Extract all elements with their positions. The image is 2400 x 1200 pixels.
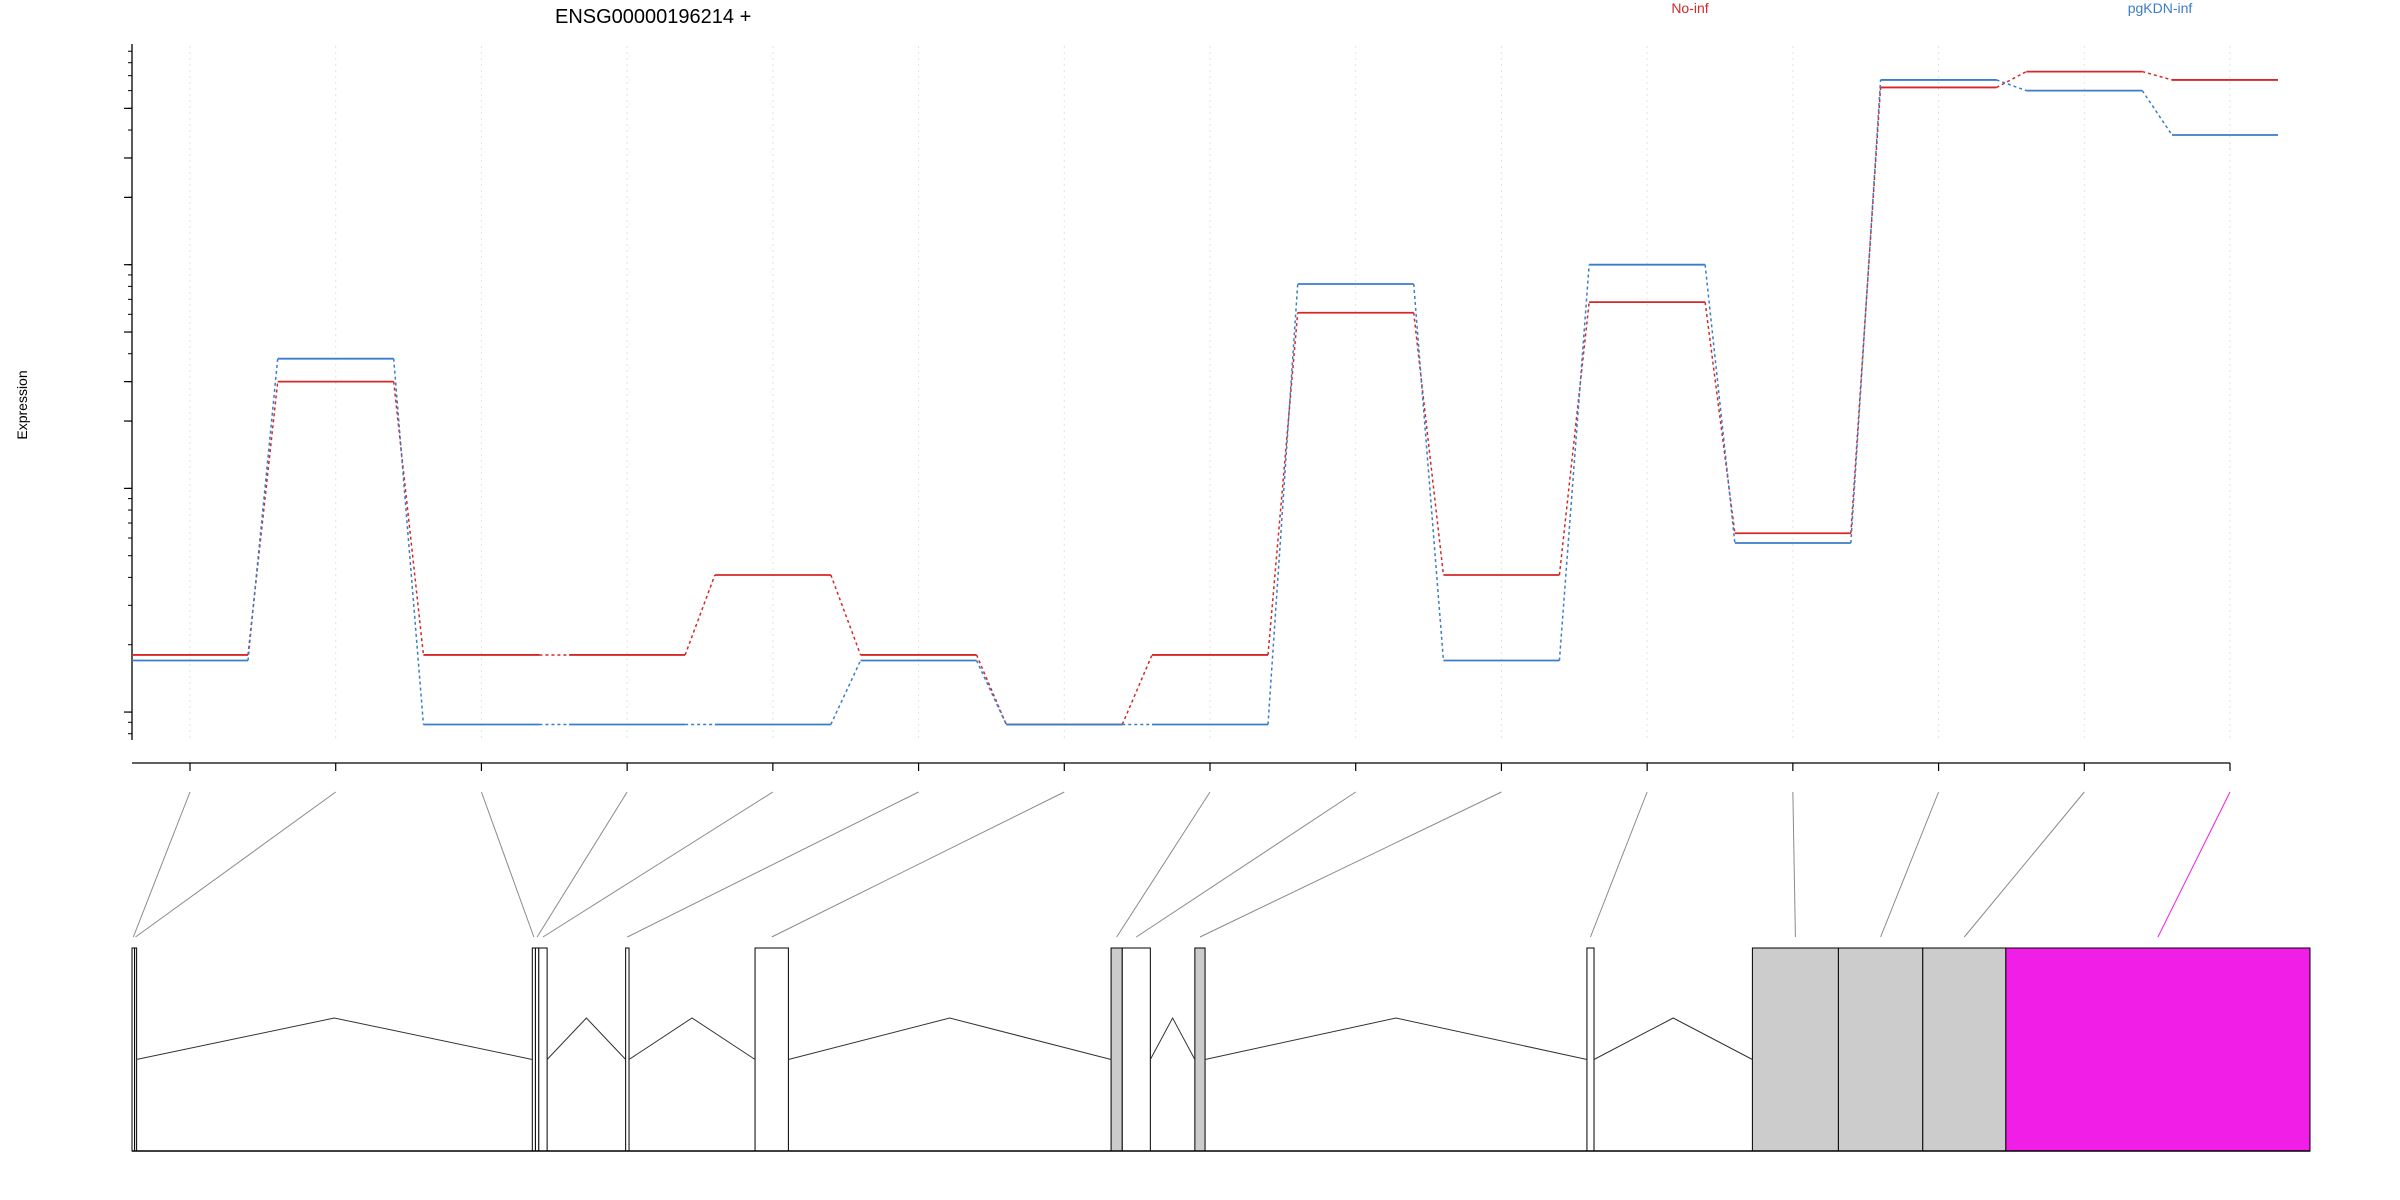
- series-connector: [975, 654, 1007, 725]
- intron-line: [546, 1017, 627, 1060]
- series-connector: [1121, 654, 1153, 725]
- series-connector: [975, 660, 1007, 725]
- intron-line: [1204, 1017, 1588, 1060]
- series-connector: [1850, 87, 1882, 534]
- exon-box: [754, 947, 789, 1152]
- exon-connector: [1136, 791, 1356, 938]
- exon-connector: [536, 791, 628, 938]
- series-connector: [1267, 312, 1299, 656]
- series-connector: [1996, 79, 2027, 92]
- series-connector: [247, 358, 279, 661]
- legend-entry-pgkdn-inf: pgKDN-inf: [2128, 0, 2193, 16]
- series-connector: [1558, 264, 1590, 661]
- exon-box: [2005, 947, 2311, 1152]
- series-pgkdn-inf: [132, 79, 2278, 726]
- chart-title: ENSG00000196214 +: [555, 6, 751, 28]
- intron-line: [1149, 1016, 1196, 1060]
- exon-box: [1837, 947, 1924, 1152]
- exon-box: [1110, 947, 1123, 1152]
- exon-connector: [480, 791, 535, 938]
- exon-connector: [627, 791, 919, 938]
- y-axis-label: Expression: [14, 370, 30, 439]
- exon-box: [1121, 947, 1151, 1152]
- exon-box: [625, 947, 630, 1152]
- series-connector: [2142, 70, 2173, 81]
- exon-connector: [542, 791, 774, 938]
- exon-connector: [1792, 791, 1796, 938]
- series-connector: [1850, 79, 1882, 544]
- legend-entry-no-inf: No-inf: [1671, 0, 1708, 16]
- exon-connectors: [132, 791, 2231, 938]
- exon-connector: [1116, 791, 1211, 938]
- exon-connector: [1963, 791, 2085, 938]
- series-lines: [132, 70, 2278, 726]
- series-connector: [2141, 90, 2173, 136]
- exon-box: [1586, 947, 1595, 1152]
- series-connector: [1704, 302, 1736, 534]
- series-no-inf: [132, 70, 2278, 726]
- series-connector: [1996, 70, 2027, 89]
- series-connector: [684, 574, 716, 656]
- exon-connector: [1590, 791, 1648, 938]
- exon-box: [538, 947, 548, 1152]
- series-connector: [1558, 302, 1590, 576]
- series-connector: [1412, 283, 1445, 661]
- exon-box: [534, 947, 540, 1152]
- series-connector: [830, 660, 862, 725]
- exon-connector: [771, 791, 1065, 938]
- series-connector: [1704, 264, 1736, 544]
- gridlines: [189, 46, 2231, 740]
- exon-connector: [135, 791, 337, 938]
- exon-box: [1194, 947, 1206, 1152]
- exon-connector: [132, 791, 191, 938]
- series-connector: [830, 574, 862, 656]
- series-connector: [392, 381, 425, 656]
- intron-line: [1593, 1017, 1753, 1060]
- exon-box: [1922, 947, 2007, 1152]
- legend: No-inf pgKDN-inf: [1671, 0, 2192, 16]
- series-connector: [1267, 283, 1299, 725]
- exon-connector: [1880, 791, 1940, 938]
- series-connector: [247, 381, 279, 656]
- series-connector: [392, 358, 425, 725]
- exon-box: [1751, 947, 1839, 1152]
- exon-connector: [1199, 791, 1502, 938]
- intron-line: [788, 1017, 1112, 1060]
- series-connector: [1412, 312, 1445, 576]
- exon-connector: [2157, 791, 2231, 938]
- exon-box: [134, 947, 138, 1152]
- intron-line: [628, 1017, 756, 1060]
- gene-model: [131, 947, 2311, 1152]
- intron-line: [136, 1017, 533, 1060]
- axes: [124, 44, 2231, 771]
